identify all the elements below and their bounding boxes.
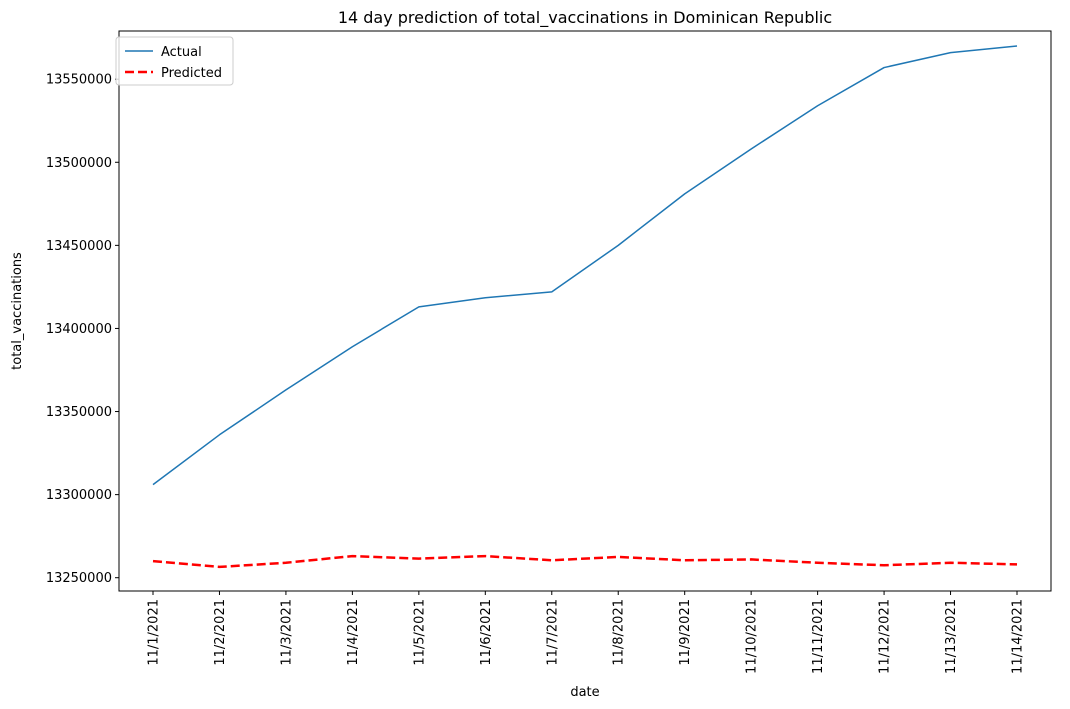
x-tick-label: 11/4/2021 bbox=[346, 599, 361, 666]
x-tick-label: 11/2/2021 bbox=[213, 599, 228, 666]
y-tick-label: 13350000 bbox=[46, 405, 112, 420]
x-tick-label: 11/8/2021 bbox=[612, 599, 627, 666]
y-axis-label: total_vaccinations bbox=[10, 252, 25, 370]
x-tick-label: 11/7/2021 bbox=[545, 599, 560, 666]
series-layer bbox=[152, 45, 1018, 569]
chart-title: 14 day prediction of total_vaccinations … bbox=[338, 8, 832, 28]
series-line-actual bbox=[152, 45, 1018, 486]
x-tick-label: 11/5/2021 bbox=[412, 599, 427, 666]
y-tick-label: 13550000 bbox=[46, 73, 112, 88]
x-tick-label: 11/11/2021 bbox=[811, 599, 826, 674]
y-tick-label: 13250000 bbox=[46, 571, 112, 586]
legend-label-predicted: Predicted bbox=[161, 66, 222, 81]
y-tick-label: 13450000 bbox=[46, 239, 112, 254]
y-tick-label: 13400000 bbox=[46, 322, 112, 337]
y-tick-label: 13500000 bbox=[46, 156, 112, 171]
series-line-predicted bbox=[152, 554, 1018, 569]
x-axis-ticks: 11/1/2021 11/2/2021 11/3/2021 11/4/2021 11/5… bbox=[147, 591, 1026, 674]
x-tick-label: 11/3/2021 bbox=[279, 599, 294, 666]
y-axis-ticks: 13250000 13300000 13350000 13400000 13450000… bbox=[46, 73, 119, 586]
plot-area bbox=[119, 31, 1051, 591]
y-tick-label: 13300000 bbox=[46, 488, 112, 503]
x-tick-label: 11/12/2021 bbox=[878, 599, 893, 674]
x-tick-label: 11/14/2021 bbox=[1011, 599, 1026, 674]
legend: Actual Predicted bbox=[115, 36, 234, 86]
x-tick-label: 11/6/2021 bbox=[479, 599, 494, 666]
x-axis-label: date bbox=[570, 685, 599, 700]
x-tick-label: 11/13/2021 bbox=[944, 599, 959, 674]
x-tick-label: 11/1/2021 bbox=[147, 599, 162, 666]
plot-frame bbox=[118, 30, 1052, 592]
x-tick-label: 11/10/2021 bbox=[745, 599, 760, 674]
legend-label-actual: Actual bbox=[161, 45, 202, 60]
x-tick-label: 11/9/2021 bbox=[678, 599, 693, 666]
